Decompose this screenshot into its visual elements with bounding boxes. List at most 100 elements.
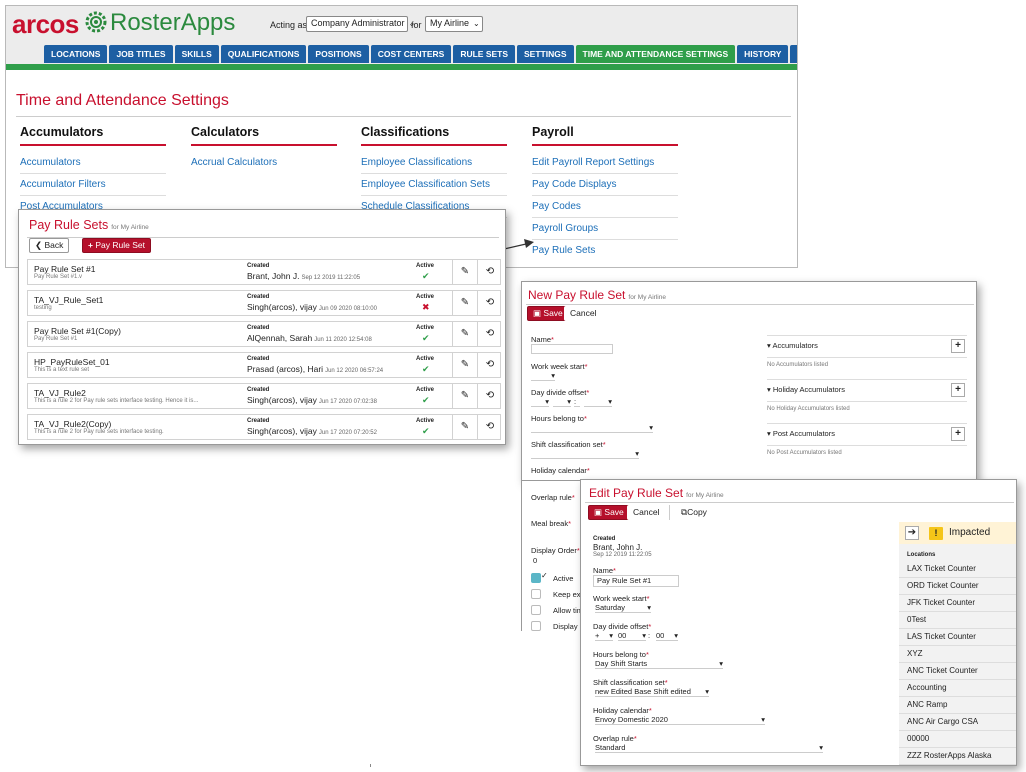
required-marker: * [645,650,649,659]
tab-settings[interactable]: SETTINGS [517,45,574,63]
pay-rule-set-row[interactable]: TA_VJ_Rule2 This is a rule 2 for Pay rule… [27,383,501,409]
link-accumulators[interactable]: Accumulators [20,152,166,174]
link-pay-rule-sets[interactable]: Pay Rule Sets [532,245,596,256]
keep-checkbox[interactable] [531,589,541,599]
edit-pencil-icon[interactable]: ✎ [452,291,477,315]
tab-time-and-attendance-settings[interactable]: TIME AND ATTENDANCE SETTINGS [575,45,736,63]
tab-job-titles[interactable]: JOB TITLES [109,45,173,63]
holiday-accumulators-empty: No Holiday Accumulators listed [767,401,967,417]
link-edit-payroll-report-settings[interactable]: Edit Payroll Report Settings [532,152,678,174]
tab-qualifications[interactable]: QUALIFICATIONS [220,45,307,63]
gear-logo-icon [85,11,107,33]
edit-pencil-icon[interactable]: ✎ [452,384,477,408]
save-button[interactable]: ▣ Save [527,306,569,321]
edit-pencil-icon[interactable]: ✎ [452,415,477,439]
link-payroll-groups[interactable]: Payroll Groups [532,218,678,240]
pay-rule-set-row[interactable]: TA_VJ_Rule2(Copy) This is a rule 2 for Pa… [27,414,501,440]
day-divide-hours-select[interactable]: ▾ [553,397,571,407]
tab-skills[interactable]: SKILLS [174,45,219,63]
add-pay-rule-set-button[interactable]: + Pay Rule Set [82,238,151,253]
tab-locations[interactable]: LOCATIONS [44,45,108,63]
name-input[interactable]: Pay Rule Set #1 [593,575,679,587]
add-accumulator-button[interactable]: + [951,339,965,353]
link-pay-codes[interactable]: Pay Codes [532,196,678,218]
add-button-label: Pay Rule Set [95,240,145,250]
label-text: Name [593,566,614,575]
created-label: Created [247,325,270,331]
pay-rule-set-row[interactable]: HP_PayRuleSet_01 This is a text rule set C… [27,352,501,378]
row-description: This is a text rule set [34,367,90,373]
role-select[interactable]: Company Administrator ⌄ [306,16,415,32]
display-checkbox[interactable] [531,621,541,631]
history-icon[interactable]: ⟲ [477,384,502,408]
link-accrual-calculators[interactable]: Accrual Calculators [191,157,278,168]
impacted-location: Accounting [907,683,947,692]
label-text: Overlap rule [531,493,572,502]
tab-history[interactable]: HISTORY [737,45,789,63]
day-divide-hours-select[interactable]: 00 ▾ [618,631,646,641]
link-pay-code-displays[interactable]: Pay Code Displays [532,174,678,196]
required-marker: * [648,622,652,631]
copy-label: Copy [687,507,707,517]
add-post-accumulator-button[interactable]: + [951,427,965,441]
row-creator: Singh(arcos), vijay Jun 17 2020 07:02:38 [247,395,377,405]
work-week-start-select[interactable]: ▾ [531,371,555,381]
link-employee-classifications[interactable]: Employee Classifications [361,152,507,174]
copy-button[interactable]: ⧉Copy [675,505,713,520]
day-divide-sign-select[interactable]: + ▾ [595,631,613,641]
keep-label: Keep ex [553,590,580,599]
history-icon[interactable]: ⟲ [477,415,502,439]
arrow-right-icon[interactable]: ➔ [905,526,919,540]
created-date: Jun 12 2020 06:57:24 [325,368,384,374]
add-holiday-accumulator-button[interactable]: + [951,383,965,397]
hours-belong-to-select[interactable]: ▾ [531,423,653,433]
required-marker: * [551,335,554,344]
display-order-value[interactable]: 0 [533,556,538,565]
save-button[interactable]: ▣ Save [588,505,630,520]
edit-pencil-icon[interactable]: ✎ [452,322,477,346]
history-icon[interactable]: ⟲ [477,322,502,346]
overlap-rule-select[interactable]: Standard ▾ [595,743,823,753]
airline-select[interactable]: My Airline ⌄ [425,16,483,32]
tab-rule-sets[interactable]: RULE SETS [453,45,516,63]
tab-cost-centers[interactable]: COST CENTERS [370,45,452,63]
cancel-button[interactable]: Cancel [627,505,666,520]
row-name: TA_VJ_Rule_Set1 [34,295,104,305]
shift-classification-set-select[interactable]: new Edited Base Shift edited ▾ [595,687,709,697]
holiday-calendar-select[interactable]: Envoy Domestic 2020 ▾ [595,715,765,725]
panel-divider [27,237,499,238]
allow-time-checkbox[interactable] [531,605,541,615]
work-week-start-select[interactable]: Saturday ▾ [595,603,651,613]
created-label: Created [247,418,270,424]
edit-pencil-icon[interactable]: ✎ [452,260,477,284]
tab-reports[interactable]: REPORTS [790,45,797,63]
caret-down-icon: ▾ [647,603,651,612]
back-button[interactable]: ❮ Back [29,238,70,253]
required-marker: * [586,388,590,397]
pay-rule-set-row[interactable]: TA_VJ_Rule_Set1 testing Created Singh(arcos… [27,290,501,316]
tab-positions[interactable]: POSITIONS [308,45,369,63]
caret-down-icon: ▾ [761,715,765,724]
day-divide-minutes-select[interactable]: 00 ▾ [656,631,678,641]
history-icon[interactable]: ⟲ [477,291,502,315]
impacted-location: ANC Ramp [907,700,948,709]
shift-classification-set-select[interactable]: ▾ [531,449,639,459]
link-employee-classification-sets[interactable]: Employee Classification Sets [361,174,507,196]
history-icon[interactable]: ⟲ [477,260,502,284]
location-divider [899,713,1016,714]
day-divide-sign-select[interactable]: ▾ [531,397,549,407]
caret-down-icon: ▾ [674,631,678,640]
pay-rule-set-row[interactable]: Pay Rule Set #1 Pay Rule Set #1.v Created B… [27,259,501,285]
edit-pencil-icon[interactable]: ✎ [452,353,477,377]
name-input[interactable] [531,344,613,354]
link-accumulator-filters[interactable]: Accumulator Filters [20,174,166,196]
active-toggle[interactable] [531,573,541,583]
pay-rule-set-row[interactable]: Pay Rule Set #1(Copy) Pay Rule Set #1 Crea… [27,321,501,347]
active-label: Active [416,294,435,300]
history-icon[interactable]: ⟲ [477,353,502,377]
label-text: Work week start [531,362,585,371]
day-divide-minutes-select[interactable]: ▾ [584,397,612,407]
hours-belong-to-select[interactable]: Day Shift Starts ▾ [595,659,723,669]
cancel-button[interactable]: Cancel [564,306,603,321]
row-description: Pay Rule Set #1.v [34,274,83,280]
